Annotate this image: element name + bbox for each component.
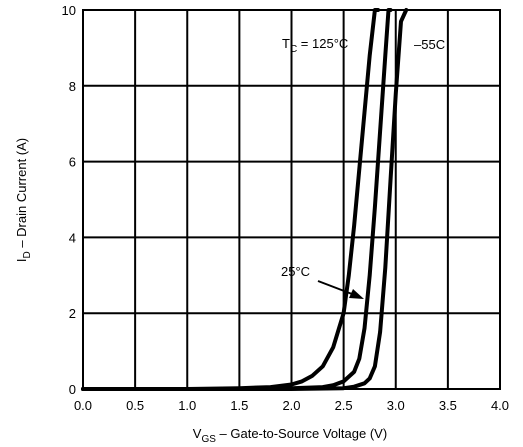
plot-frame bbox=[82, 9, 501, 390]
y-tick-label: 8 bbox=[69, 79, 76, 94]
annotation-125c: TC = 125°C bbox=[282, 36, 348, 55]
y-tick-label: 4 bbox=[69, 230, 76, 245]
x-tick-label: 2.0 bbox=[282, 398, 300, 413]
y-tick-label: 10 bbox=[62, 3, 76, 18]
grid-lines bbox=[82, 9, 501, 390]
y-tick-label: 2 bbox=[69, 306, 76, 321]
x-tick-label: 0.0 bbox=[74, 398, 92, 413]
curves-group bbox=[81, 8, 409, 391]
y-tick-label: 0 bbox=[69, 382, 76, 397]
curve-125c bbox=[81, 8, 380, 391]
x-tick-labels: 0.0 0.5 1.0 1.5 2.0 2.5 3.0 3.5 4.0 bbox=[74, 398, 509, 413]
annotation-25c: 25°C bbox=[281, 264, 310, 279]
annotation-25c-arrow bbox=[317, 280, 364, 299]
x-tick-label: 1.5 bbox=[230, 398, 248, 413]
y-tick-label: 6 bbox=[69, 155, 76, 170]
x-axis-title: VGS – Gate-to-Source Voltage (V) bbox=[193, 426, 387, 445]
annotation-minus55c: –55C bbox=[414, 37, 445, 52]
y-axis-title: ID – Drain Current (A) bbox=[14, 138, 33, 262]
x-tick-label: 0.5 bbox=[126, 398, 144, 413]
x-tick-label: 3.0 bbox=[387, 398, 405, 413]
y-tick-labels: 0 2 4 6 8 10 bbox=[62, 3, 76, 397]
x-tick-label: 1.0 bbox=[178, 398, 196, 413]
x-tick-label: 2.5 bbox=[335, 398, 353, 413]
x-tick-label: 3.5 bbox=[439, 398, 457, 413]
x-tick-label: 4.0 bbox=[491, 398, 509, 413]
